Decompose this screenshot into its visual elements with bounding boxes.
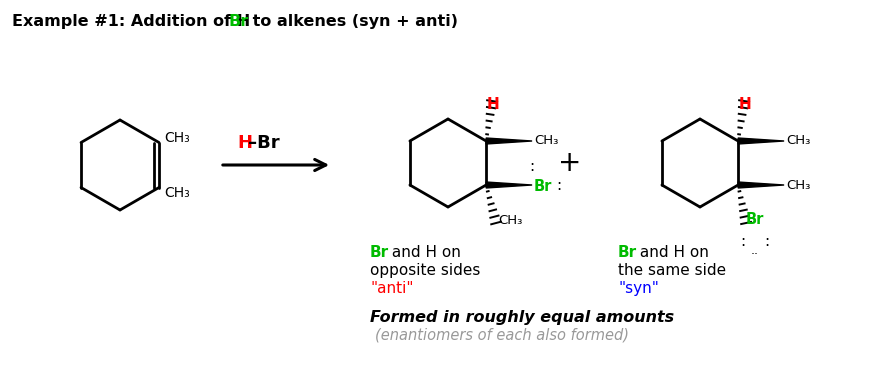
Text: Br: Br — [534, 178, 552, 193]
Text: :: : — [764, 233, 769, 248]
Text: Br: Br — [228, 14, 248, 29]
Text: Br: Br — [618, 245, 637, 260]
Text: ..: .. — [751, 245, 760, 258]
Text: CH₃: CH₃ — [164, 131, 190, 144]
Text: Formed in roughly equal amounts: Formed in roughly equal amounts — [370, 310, 674, 325]
Text: opposite sides: opposite sides — [370, 263, 481, 278]
Text: CH₃: CH₃ — [786, 178, 810, 191]
Polygon shape — [486, 182, 532, 188]
Text: :: : — [740, 233, 746, 248]
Text: (enantiomers of each also formed): (enantiomers of each also formed) — [375, 328, 629, 343]
Text: to alkenes (syn + anti): to alkenes (syn + anti) — [247, 14, 458, 29]
Text: :: : — [556, 178, 561, 193]
Text: CH₃: CH₃ — [534, 135, 558, 147]
Text: the same side: the same side — [618, 263, 726, 278]
Polygon shape — [739, 182, 784, 188]
Text: Example #1: Addition of H: Example #1: Addition of H — [12, 14, 250, 29]
Text: H: H — [487, 97, 499, 112]
Text: H: H — [739, 97, 752, 112]
Text: CH₃: CH₃ — [164, 186, 190, 199]
Text: –Br: –Br — [248, 134, 280, 152]
Text: "syn": "syn" — [618, 281, 659, 296]
Text: and H on: and H on — [635, 245, 709, 260]
Text: "anti": "anti" — [370, 281, 413, 296]
Text: H: H — [237, 134, 252, 152]
Text: CH₃: CH₃ — [786, 135, 810, 147]
Text: CH₃: CH₃ — [498, 214, 523, 227]
Text: Br: Br — [370, 245, 389, 260]
Text: :: : — [529, 159, 534, 174]
Text: Br: Br — [746, 212, 765, 227]
Text: +: + — [558, 149, 582, 177]
Polygon shape — [486, 138, 532, 144]
Polygon shape — [739, 138, 784, 144]
Text: and H on: and H on — [387, 245, 461, 260]
